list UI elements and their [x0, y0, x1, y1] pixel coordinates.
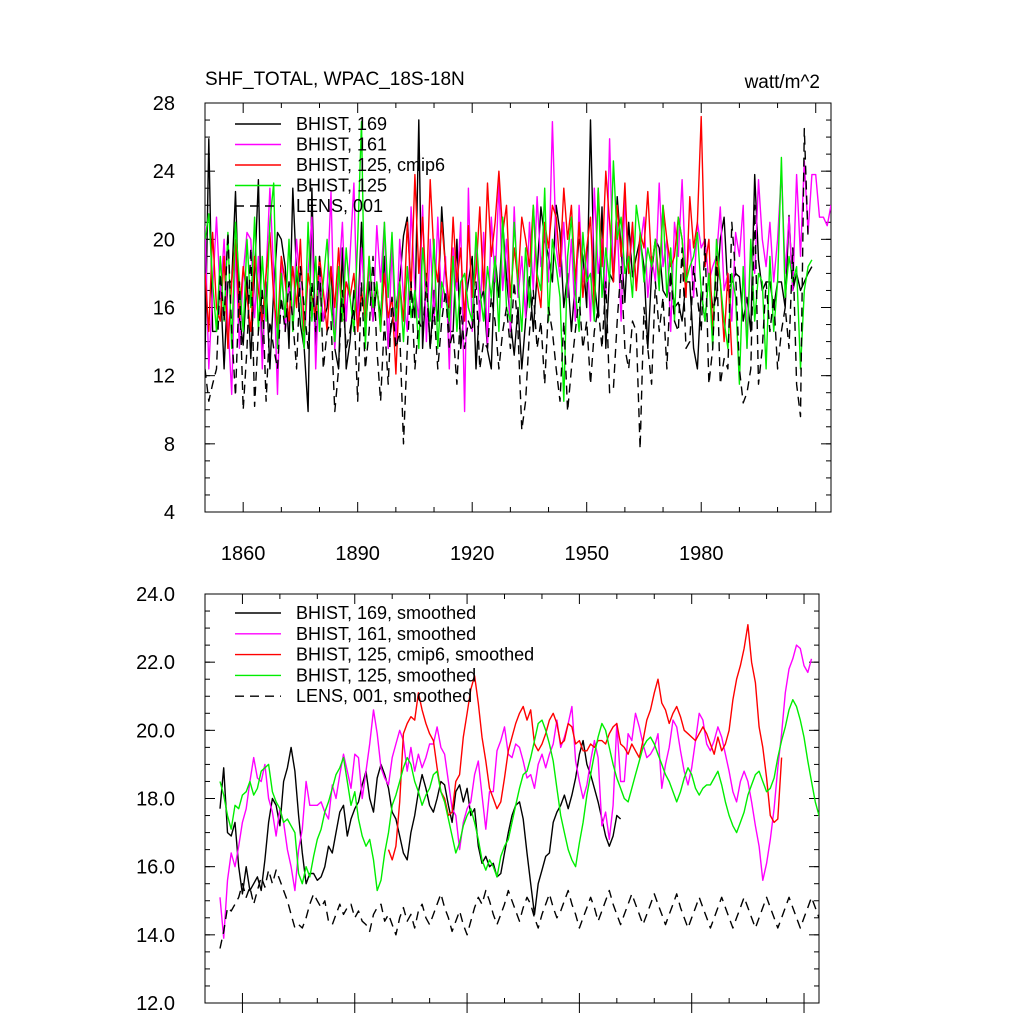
top-y-tick-label: 28: [153, 93, 175, 115]
bottom-legend-label-2: BHIST, 125, cmip6, smoothed: [296, 645, 534, 665]
top-y-tick-label: 12: [153, 366, 175, 388]
top-legend-label-4: LENS, 001: [296, 196, 383, 216]
top-panel-units: watt/m^2: [744, 72, 820, 93]
top-x-tick-label: 1920: [450, 543, 495, 565]
top-legend-label-1: BHIST, 161: [296, 135, 387, 155]
top-x-tick-label: 1950: [564, 543, 609, 565]
top-x-tick-label: 1890: [335, 543, 380, 565]
bottom-y-tick-label: 12.0: [136, 993, 175, 1015]
top-y-tick-label: 8: [164, 434, 175, 456]
top-plot-area: 4 8 12 16 20 24 28 1860 1890 1920 1950 1980 BHIST, 1…: [153, 93, 832, 565]
bottom-legend-label-1: BHIST, 161, smoothed: [296, 624, 476, 644]
bottom-y-tick-label: 18.0: [136, 789, 175, 811]
top-legend-label-3: BHIST, 125: [296, 176, 387, 196]
top-legend-label-2: BHIST, 125, cmip6: [296, 155, 445, 175]
bottom-y-tick-label: 16.0: [136, 857, 175, 879]
top-x-tick-label: 1860: [221, 543, 266, 565]
bottom-y-tick-label: 14.0: [136, 925, 175, 947]
bottom-plot-area: 12.0 14.0 16.0 18.0 20.0 22.0 24.0 BHIST, 169, …: [136, 584, 820, 1015]
top-y-tick-label: 20: [153, 229, 175, 251]
bottom-series-line-1: [219, 644, 813, 939]
bottom-series-line-2: [387, 624, 783, 861]
bottom-legend-label-0: BHIST, 169, smoothed: [296, 603, 476, 623]
top-legend-label-0: BHIST, 169: [296, 114, 387, 134]
bottom-y-tick-label: 20.0: [136, 720, 175, 742]
bottom-legend-label-4: LENS, 001, smoothed: [296, 686, 472, 706]
bottom-y-tick-label: 24.0: [136, 584, 175, 606]
top-panel-title: SHF_TOTAL, WPAC_18S-18N: [205, 69, 465, 90]
bottom-panel: 12.0 14.0 16.0 18.0 20.0 22.0 24.0 BHIST, 169, …: [136, 584, 820, 1015]
bottom-series-line-0: [219, 739, 622, 916]
top-series-line-3: [205, 120, 813, 402]
top-y-tick-label: 4: [164, 502, 175, 524]
top-series-line-2: [205, 115, 733, 375]
top-y-tick-label: 16: [153, 298, 175, 320]
top-panel: SHF_TOTAL, WPAC_18S-18N watt/m^2 4 8 12 16 2…: [153, 69, 832, 565]
top-series-line-4: [205, 127, 809, 450]
bottom-legend-label-3: BHIST, 125, smoothed: [296, 665, 476, 685]
bottom-series-line-3: [219, 699, 819, 892]
top-y-tick-label: 24: [153, 161, 175, 183]
top-x-tick-label: 1980: [679, 543, 724, 565]
bottom-y-tick-label: 22.0: [136, 652, 175, 674]
